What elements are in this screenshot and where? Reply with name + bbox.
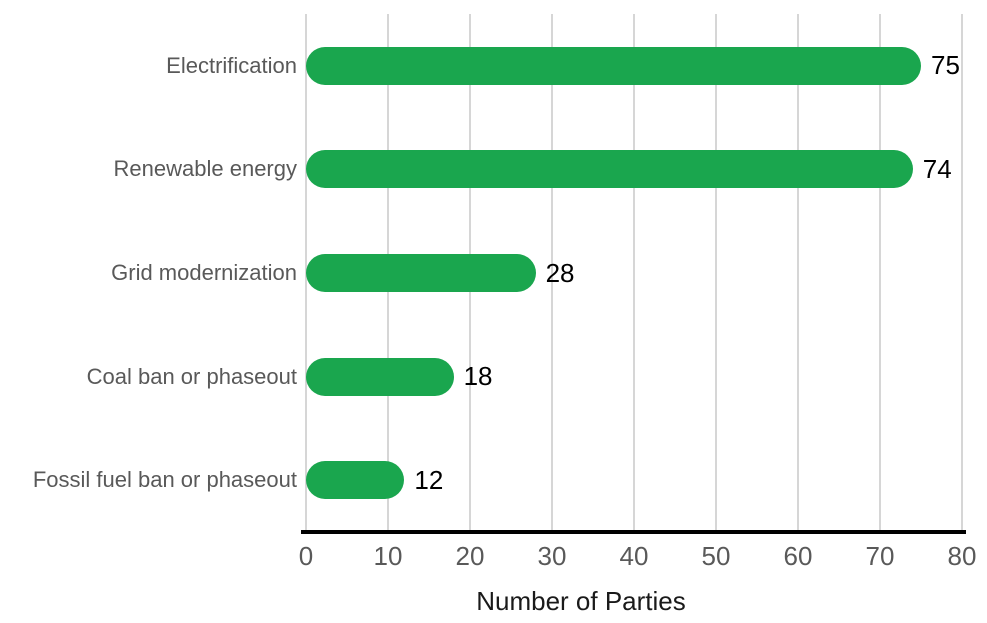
- category-label: Coal ban or phaseout: [86, 363, 297, 389]
- bar-3: [306, 357, 454, 396]
- value-label: 12: [414, 464, 444, 495]
- x-tick-label-70: 70: [865, 541, 895, 571]
- gridline-x-30: [551, 14, 553, 532]
- x-tick-label-80: 80: [947, 541, 977, 571]
- category-label: Grid modernization: [111, 260, 297, 285]
- category-label: Renewable energy: [113, 156, 297, 182]
- value-label: 18: [463, 361, 493, 392]
- x-axis-line: [301, 530, 966, 534]
- gridline-x-50: [715, 14, 717, 532]
- x-tick-label-50: 50: [701, 541, 731, 571]
- x-tick-label-40: 40: [619, 541, 649, 571]
- category-label: Electrification: [166, 52, 297, 78]
- x-tick-label-20: 20: [455, 541, 485, 571]
- gridline-x-40: [633, 14, 635, 532]
- bar-1: [306, 150, 913, 189]
- gridline-x-80: [961, 14, 963, 532]
- x-tick-label-10: 10: [373, 541, 403, 571]
- bar-0: [306, 46, 921, 85]
- x-axis-title: Number of Parties: [476, 586, 686, 616]
- gridline-x-70: [879, 14, 881, 532]
- category-label: Fossil fuel ban or phaseout: [32, 467, 297, 493]
- bar-2: [306, 254, 536, 292]
- bar-4: [306, 461, 405, 500]
- value-label: 75: [931, 50, 960, 81]
- x-tick-label-30: 30: [537, 541, 567, 571]
- gridline-x-60: [797, 14, 799, 532]
- x-tick-label-60: 60: [783, 541, 813, 571]
- x-tick-label-0: 0: [298, 541, 314, 571]
- value-label: 74: [922, 153, 952, 184]
- value-label: 28: [545, 257, 575, 288]
